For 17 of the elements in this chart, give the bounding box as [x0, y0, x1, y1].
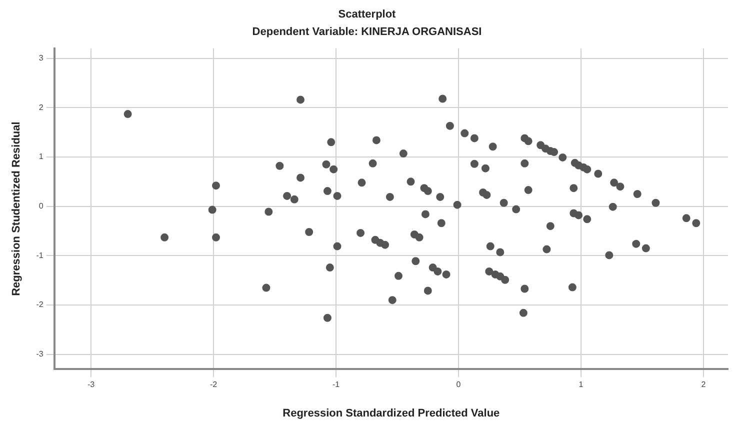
chart-subtitle: Dependent Variable: KINERJA ORGANISASI: [252, 26, 482, 38]
y-tick-label: 0: [38, 202, 44, 211]
x-tick-label: -3: [87, 380, 96, 390]
x-tick-label: 0: [456, 380, 462, 390]
chart-title: Scatterplot: [338, 8, 396, 21]
x-tick-label: -1: [332, 380, 340, 390]
x-tick-label: 1: [578, 380, 584, 390]
x-tick-label: 2: [701, 380, 706, 390]
x-tick-label: -2: [210, 380, 218, 390]
y-tick-label: -3: [36, 350, 44, 359]
y-tick-label: 2: [38, 102, 44, 112]
x-axis-title: Regression Standardized Predicted Value: [282, 407, 500, 420]
y-tick-label: -1: [36, 250, 44, 260]
y-axis-title: Regression Studentized Residual: [10, 122, 23, 296]
y-tick-label: 3: [38, 53, 44, 62]
y-tick-label: -2: [36, 300, 44, 310]
y-tick-label: 1: [38, 152, 44, 162]
